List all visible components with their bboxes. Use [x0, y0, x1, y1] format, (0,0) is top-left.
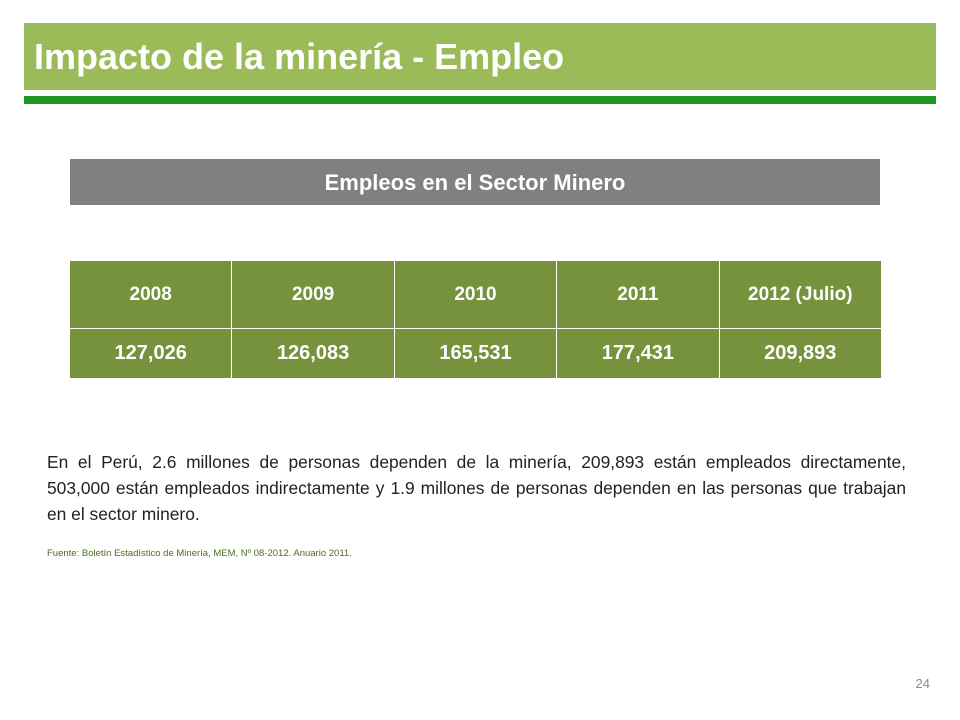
table-value-cell: 127,026 [68, 328, 233, 379]
table-value-cell: 177,431 [556, 328, 720, 379]
source-note: Fuente: Boletín Estadístico de Minería, … [47, 548, 352, 559]
table-header-cell: 2011 [556, 260, 720, 329]
table-row: 127,026 126,083 165,531 177,431 209,893 [68, 328, 883, 379]
table-header-cell: 2008 [68, 260, 233, 329]
title-bar: Impacto de la minería - Empleo [24, 23, 936, 90]
page-number: 24 [915, 676, 930, 691]
body-paragraph: En el Perú, 2.6 millones de personas dep… [47, 452, 906, 524]
table-value-cell: 209,893 [718, 328, 883, 379]
slide-title: Impacto de la minería - Empleo [34, 36, 565, 77]
table-header-cell: 2010 [393, 260, 558, 329]
table-title: Empleos en el Sector Minero [70, 159, 880, 205]
employment-table: 2008 2009 2010 2011 2012 (Julio) 127,026… [68, 260, 883, 379]
table-value-cell: 165,531 [393, 328, 558, 379]
table-value-cell: 126,083 [231, 328, 395, 379]
table-header-cell: 2009 [231, 260, 395, 329]
table-header-cell: 2012 (Julio) [718, 260, 883, 329]
table-header-row: 2008 2009 2010 2011 2012 (Julio) [68, 260, 883, 329]
title-underline [24, 96, 936, 104]
